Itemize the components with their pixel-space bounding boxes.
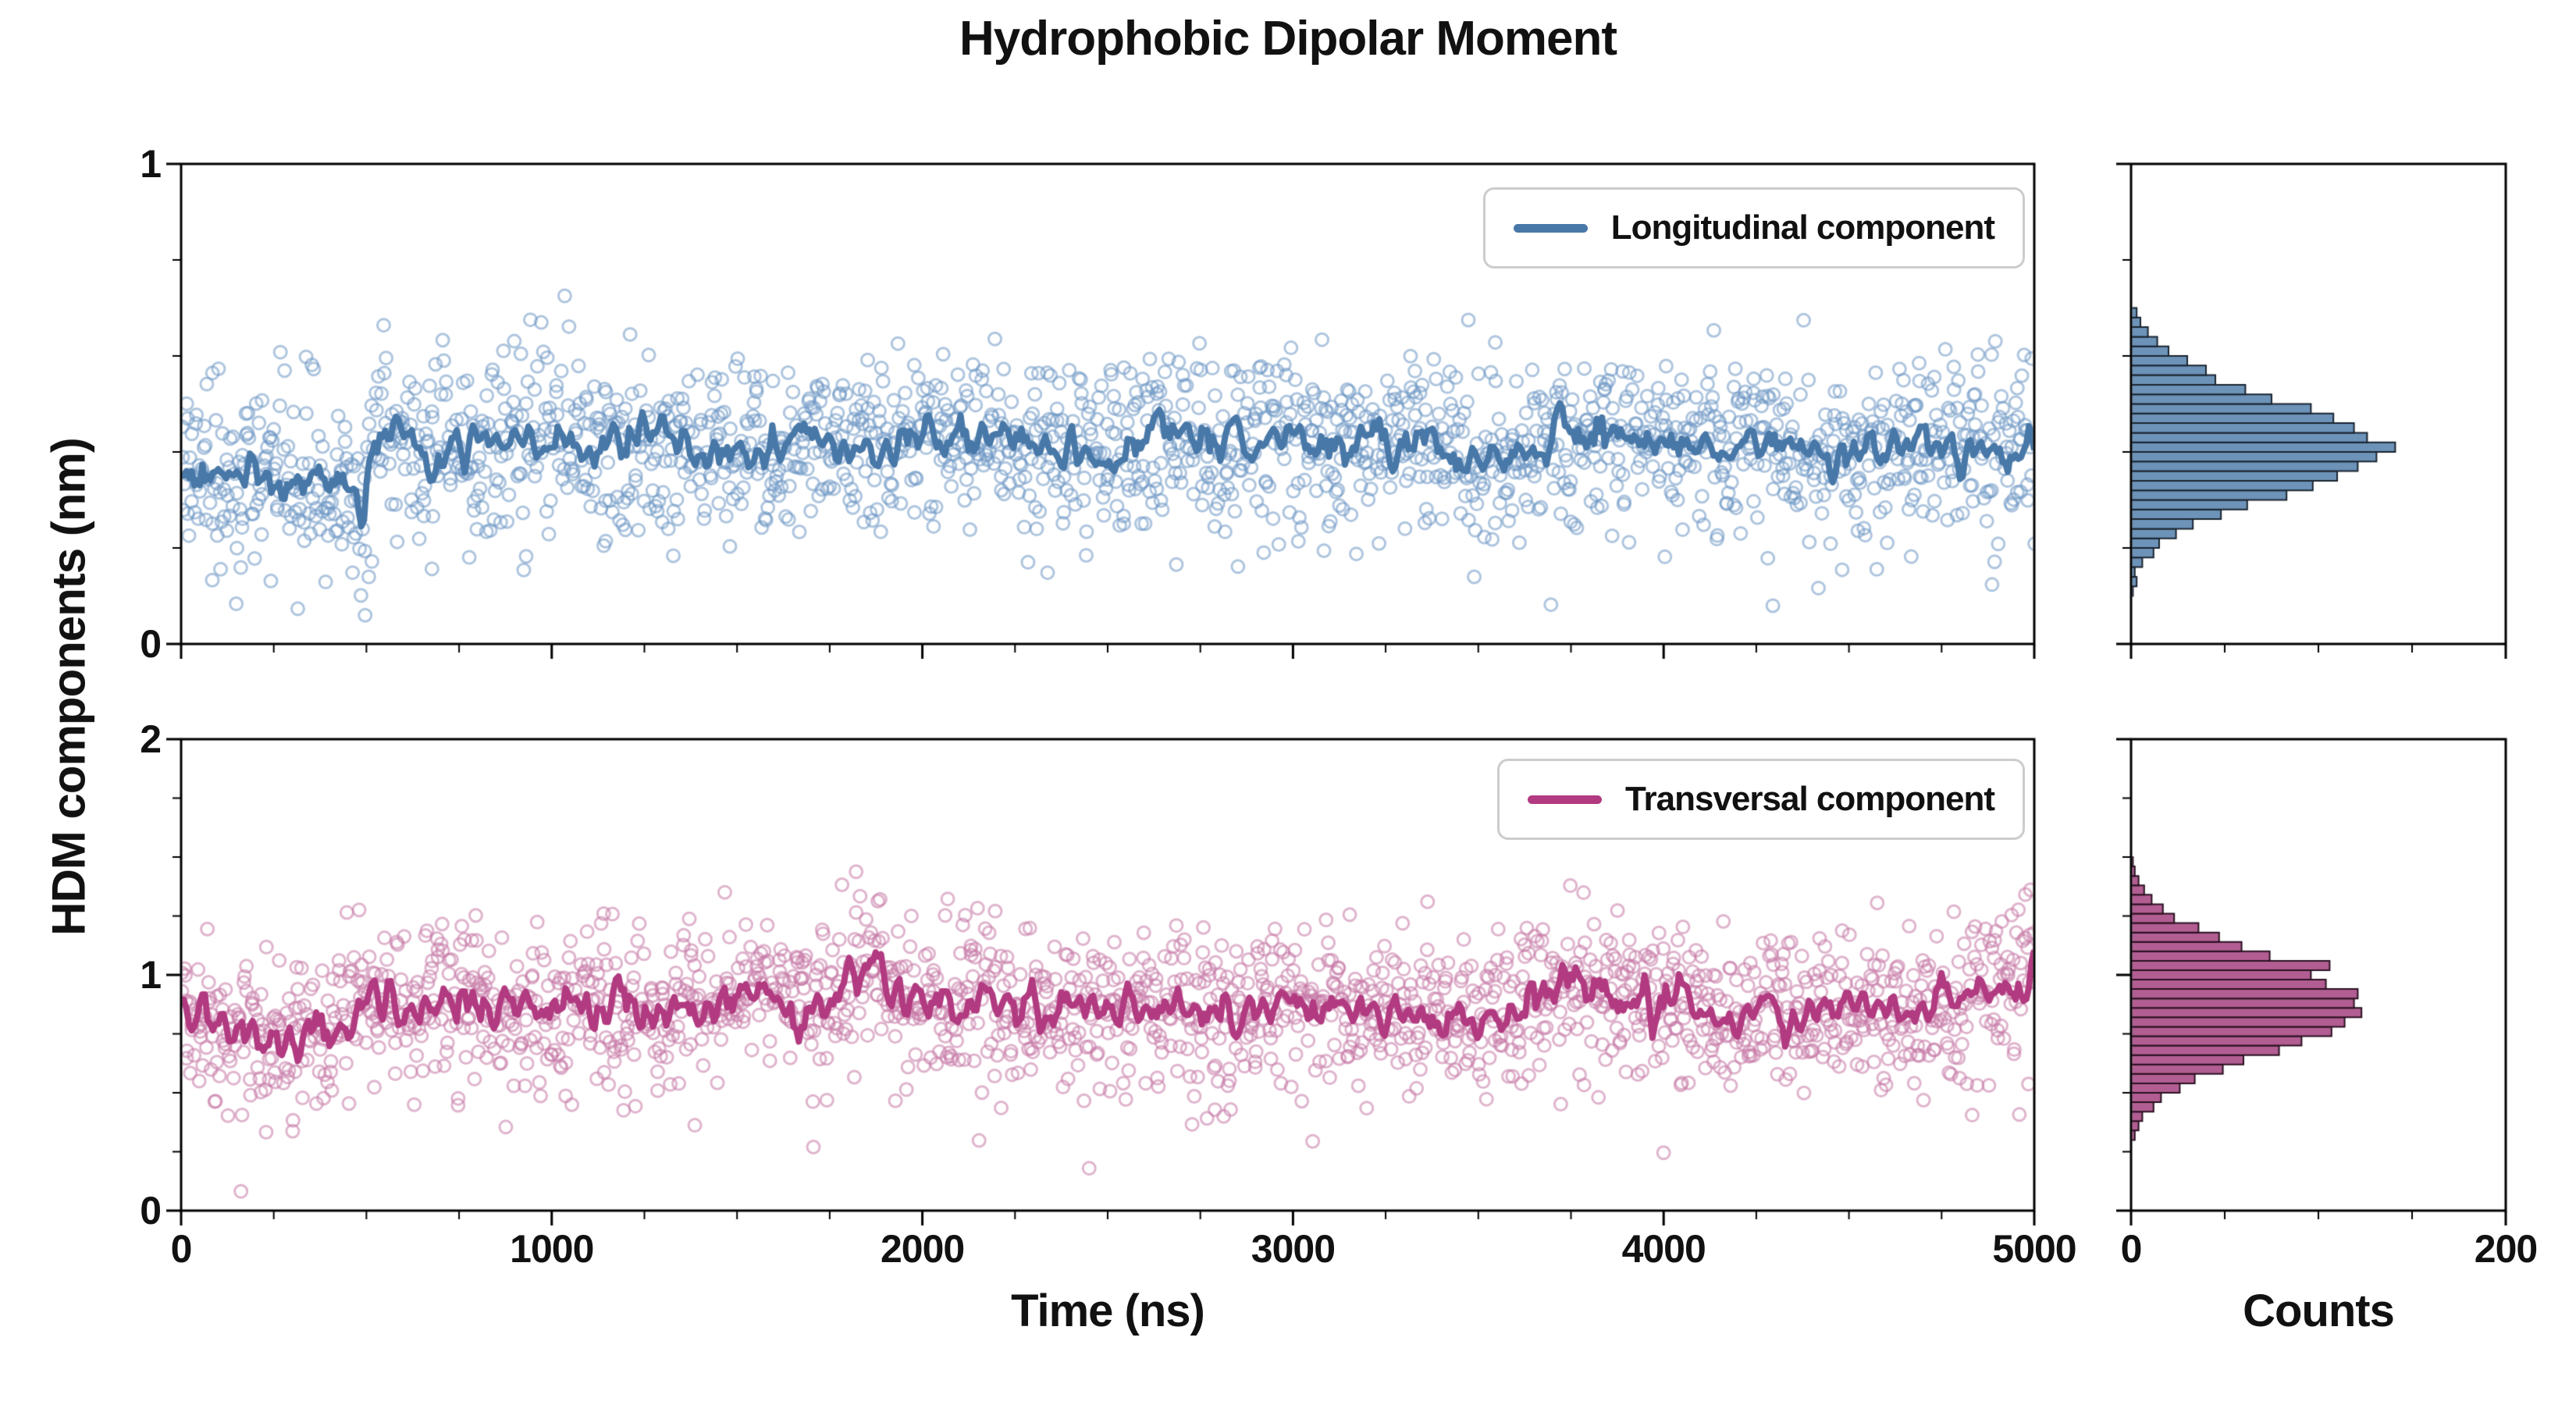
tick-label: 3000 — [1251, 1227, 1336, 1271]
tick-label: 5000 — [1992, 1227, 2076, 1271]
counts-axis-label: Counts — [2243, 1286, 2395, 1336]
tick-label: 0 — [170, 1227, 193, 1271]
legend-swatch-transversal — [1528, 795, 1603, 804]
legend-transversal: Transversal component — [1497, 759, 2025, 840]
tick-label: 0 — [2120, 1227, 2143, 1271]
legend-swatch-longitudinal — [1513, 223, 1588, 233]
y-axis-label: HDM components (nm) — [42, 438, 95, 936]
tick-label: 200 — [2474, 1227, 2538, 1271]
legend-label-longitudinal: Longitudinal component — [1610, 208, 1995, 247]
chart-title: Hydrophobic Dipolar Moment — [959, 12, 1617, 66]
tick-label: 4000 — [1621, 1227, 1706, 1271]
tick-label: 0 — [140, 622, 162, 666]
tick-label: 1000 — [510, 1227, 594, 1271]
legend-label-transversal: Transversal component — [1625, 780, 1995, 818]
legend-longitudinal: Longitudinal component — [1482, 187, 2025, 269]
tick-label: 2 — [140, 717, 162, 761]
tick-label: 1 — [140, 142, 162, 186]
tick-label: 1 — [140, 953, 162, 997]
tick-label: 0 — [140, 1189, 162, 1232]
x-axis-label: Time (ns) — [1011, 1286, 1205, 1336]
tick-label: 2000 — [880, 1227, 965, 1271]
